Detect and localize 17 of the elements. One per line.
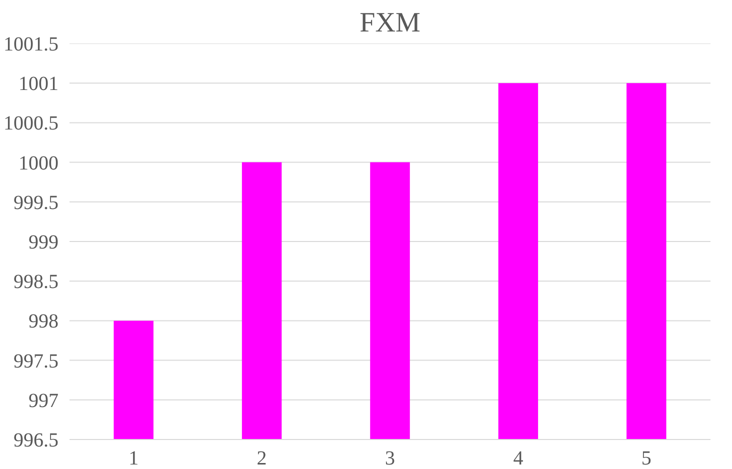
y-tick-label: 997 bbox=[28, 390, 58, 412]
y-tick-label: 998 bbox=[28, 310, 58, 333]
y-tick-label: 1000 bbox=[18, 152, 58, 174]
y-tick-label: 999 bbox=[28, 232, 58, 254]
y-tick-label: 999.5 bbox=[14, 192, 58, 214]
x-tick-label: 4 bbox=[513, 448, 524, 469]
y-tick-label: 1001 bbox=[18, 73, 58, 96]
x-tick-label: 2 bbox=[256, 448, 267, 469]
y-tick-label: 997.5 bbox=[14, 350, 58, 372]
x-tick-label: 5 bbox=[641, 448, 652, 469]
y-tick-label: 1001.5 bbox=[4, 34, 58, 56]
chart-title: FXM bbox=[360, 8, 420, 38]
x-tick-label: 3 bbox=[385, 448, 395, 469]
x-tick-label: 1 bbox=[128, 448, 139, 469]
y-tick-label: 996.5 bbox=[14, 430, 58, 452]
y-tick-label: 998.5 bbox=[14, 271, 58, 294]
y-tick-label: 1000.5 bbox=[4, 112, 58, 135]
